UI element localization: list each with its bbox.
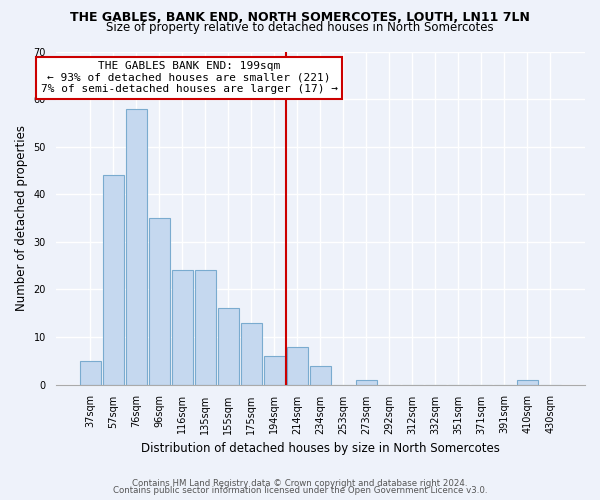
Bar (172, 270, 193, 384)
Bar (80, 361, 101, 384)
Bar (195, 270, 216, 384)
Bar (287, 346, 308, 385)
Bar (218, 308, 239, 384)
Text: Contains HM Land Registry data © Crown copyright and database right 2024.: Contains HM Land Registry data © Crown c… (132, 478, 468, 488)
Bar (264, 356, 285, 384)
Bar (356, 380, 377, 384)
Text: THE GABLES BANK END: 199sqm
← 93% of detached houses are smaller (221)
7% of sem: THE GABLES BANK END: 199sqm ← 93% of det… (41, 61, 338, 94)
Bar (126, 108, 147, 384)
Bar (149, 218, 170, 384)
Bar (310, 366, 331, 384)
Bar (517, 380, 538, 384)
Y-axis label: Number of detached properties: Number of detached properties (15, 125, 28, 311)
Text: Contains public sector information licensed under the Open Government Licence v3: Contains public sector information licen… (113, 486, 487, 495)
Bar (103, 175, 124, 384)
Text: Size of property relative to detached houses in North Somercotes: Size of property relative to detached ho… (106, 22, 494, 35)
Text: THE GABLES, BANK END, NORTH SOMERCOTES, LOUTH, LN11 7LN: THE GABLES, BANK END, NORTH SOMERCOTES, … (70, 11, 530, 24)
X-axis label: Distribution of detached houses by size in North Somercotes: Distribution of detached houses by size … (141, 442, 500, 455)
Bar (241, 322, 262, 384)
